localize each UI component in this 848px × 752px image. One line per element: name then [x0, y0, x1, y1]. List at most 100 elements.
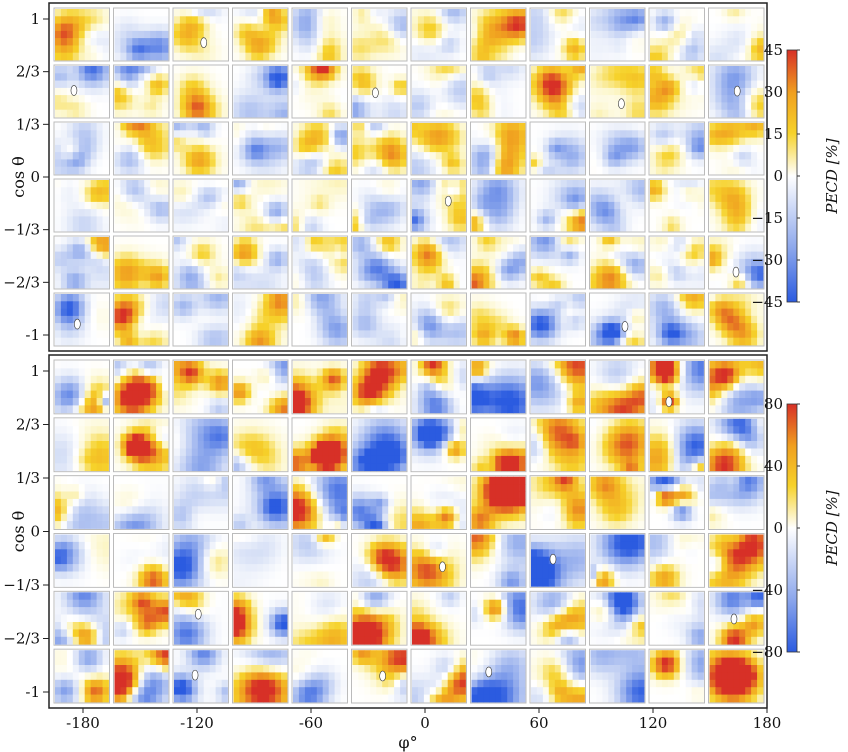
heatmap-cell [221, 16, 228, 24]
heatmap-cell [269, 144, 276, 153]
heatmap-cell [441, 66, 448, 74]
heatmap-cell [727, 130, 734, 138]
heatmap-cell [477, 130, 484, 138]
heatmap-cell [144, 398, 151, 406]
heatmap-cell [673, 251, 681, 260]
heatmap-cell [221, 390, 228, 399]
heatmap-cell [650, 144, 657, 153]
heatmap-cell [328, 38, 335, 46]
heatmap-cell [721, 9, 728, 17]
heatmap-cell [209, 130, 216, 138]
heatmap-cell [162, 273, 169, 282]
heatmap-cell [174, 66, 181, 74]
heatmap-cell [150, 130, 157, 138]
heatmap-cell [453, 301, 460, 309]
heatmap-cell [638, 23, 645, 32]
heatmap-cell [316, 102, 324, 111]
heatmap-cell [257, 159, 264, 168]
heatmap-cell [120, 405, 127, 414]
heatmap-cell [679, 187, 686, 195]
heatmap-cell [132, 244, 139, 252]
heatmap-cell [281, 137, 288, 146]
heatmap-cell [578, 187, 585, 195]
heatmap-cell [739, 66, 746, 74]
heatmap-cell [477, 273, 484, 282]
heatmap-cell [733, 144, 740, 153]
heatmap-cell [233, 66, 240, 74]
heatmap-cell [233, 398, 240, 406]
heatmap-cell [667, 38, 675, 46]
heatmap-cell [257, 66, 264, 74]
heatmap-cell [90, 38, 97, 46]
heatmap-cell [221, 38, 228, 46]
heatmap-cell [174, 52, 181, 61]
heatmap-cell [447, 159, 454, 168]
heatmap-cell [132, 130, 139, 138]
heatmap-cell [727, 315, 734, 324]
heatmap-cell [96, 123, 103, 131]
heatmap-cell [394, 216, 401, 225]
heatmap-cell [721, 30, 728, 39]
heatmap-cell [60, 30, 68, 39]
heatmap-cell [245, 159, 252, 168]
heatmap-cell [55, 273, 62, 282]
heatmap-cell [513, 273, 520, 282]
heatmap-cell [596, 52, 603, 61]
heatmap-cell [691, 109, 698, 118]
heatmap-cell [364, 237, 371, 245]
heatmap-cell [96, 390, 103, 399]
heatmap-cell [459, 180, 466, 188]
heatmap-cell [429, 130, 437, 138]
heatmap-cell [60, 102, 68, 111]
heatmap-cell [96, 216, 103, 225]
heatmap-cell [179, 95, 187, 103]
heatmap-cell [483, 315, 490, 324]
heatmap-cell [429, 337, 437, 346]
heatmap-cell [572, 30, 579, 39]
heatmap-cell [102, 144, 109, 153]
heatmap-cell [489, 23, 496, 32]
heatmap-cell [138, 216, 145, 225]
heatmap-cell [364, 123, 371, 131]
heatmap-cell [477, 66, 484, 74]
heatmap-cell [751, 244, 758, 252]
heatmap-cell [352, 109, 359, 118]
heatmap-cell [162, 201, 169, 210]
heatmap-cell [126, 95, 133, 103]
heatmap-cell [78, 9, 86, 17]
heatmap-cell [233, 23, 240, 32]
heatmap-cell [102, 383, 109, 391]
heatmap-cell [275, 315, 282, 324]
heatmap-tile [53, 121, 110, 176]
heatmap-cell [174, 187, 181, 195]
heatmap-cell [334, 280, 341, 289]
heatmap-cell [590, 87, 597, 96]
heatmap-cell [745, 80, 752, 89]
heatmap-cell [215, 223, 222, 232]
heatmap-tile [351, 121, 408, 176]
heatmap-cell [691, 130, 698, 138]
heatmap-cell [221, 375, 228, 384]
heatmap-cell [84, 405, 91, 414]
heatmap-cell [459, 166, 466, 175]
heatmap-cell [412, 30, 419, 39]
heatmap-cell [447, 323, 454, 331]
heatmap-cell [55, 187, 62, 195]
heatmap-cell [608, 209, 615, 217]
heatmap-cell [174, 251, 181, 260]
heatmap-cell [394, 87, 401, 96]
heatmap-cell [751, 201, 758, 210]
heatmap-cell [90, 102, 97, 111]
heatmap-cell [209, 80, 216, 89]
heatmap-cell [120, 95, 127, 103]
heatmap-cell [233, 294, 240, 302]
heatmap-cell [179, 383, 187, 391]
heatmap-cell [328, 144, 335, 153]
heatmap-cell [483, 209, 490, 217]
heatmap-cell [536, 330, 544, 339]
heatmap-cell [679, 152, 686, 160]
heatmap-cell [620, 144, 627, 153]
heatmap-cell [655, 301, 663, 309]
heatmap-cell [459, 315, 466, 324]
heatmap-cell [138, 308, 145, 317]
